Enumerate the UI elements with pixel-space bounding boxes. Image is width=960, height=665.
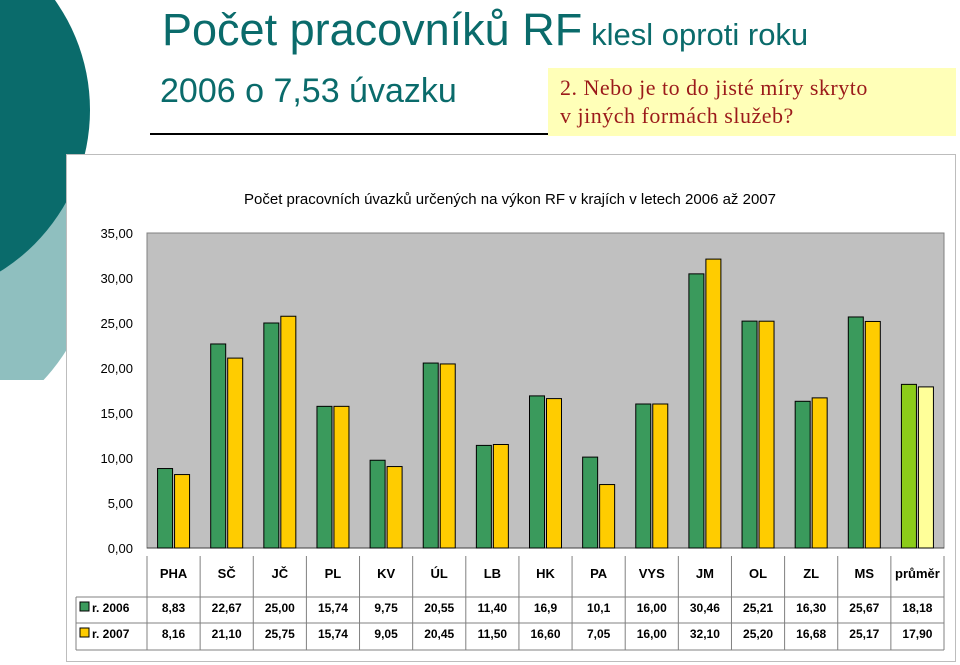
x-tick-label: LB bbox=[484, 566, 501, 581]
data-label: 25,75 bbox=[265, 627, 295, 641]
page-title-main: Počet pracovníků RF bbox=[162, 4, 583, 55]
question-note-line2: v jiných formách služeb? bbox=[560, 103, 794, 128]
data-label: 9,75 bbox=[374, 601, 398, 615]
y-tick-label: 35,00 bbox=[100, 226, 133, 241]
page-title-line2: 2006 o 7,53 úvazku bbox=[160, 72, 457, 110]
bar-2006 bbox=[847, 316, 864, 549]
legend-label: r. 2006 bbox=[92, 601, 130, 615]
data-label: 10,1 bbox=[587, 601, 611, 615]
x-tick-label: průměr bbox=[895, 566, 940, 581]
data-label: 22,67 bbox=[212, 601, 242, 615]
data-label: 25,20 bbox=[743, 627, 773, 641]
y-tick-label: 20,00 bbox=[100, 361, 133, 376]
bar-2007 bbox=[227, 357, 244, 549]
chart-title: Počet pracovních úvazků určených na výko… bbox=[244, 191, 776, 208]
bar-2006 bbox=[900, 383, 917, 549]
bar-2006 bbox=[316, 405, 333, 549]
bar-2007 bbox=[811, 397, 828, 549]
data-label: 32,10 bbox=[690, 627, 720, 641]
question-note-line1: 2. Nebo je to do jisté míry skryto bbox=[560, 75, 868, 100]
data-label: 9,05 bbox=[374, 627, 398, 641]
bar-2007 bbox=[280, 315, 297, 549]
bar-2007 bbox=[705, 258, 722, 549]
bar-2007 bbox=[386, 466, 403, 549]
legend-swatch-2006 bbox=[79, 601, 90, 612]
x-tick-label: KV bbox=[377, 566, 395, 581]
y-tick-label: 15,00 bbox=[100, 406, 133, 421]
bar-2007 bbox=[917, 386, 934, 549]
y-tick-label: 5,00 bbox=[108, 496, 133, 511]
data-label: 7,05 bbox=[587, 627, 611, 641]
data-label: 15,74 bbox=[318, 601, 348, 615]
data-label: 16,30 bbox=[796, 601, 826, 615]
data-label: 16,9 bbox=[534, 601, 558, 615]
data-label: 18,18 bbox=[902, 601, 932, 615]
x-tick-label: JM bbox=[696, 566, 714, 581]
x-tick-label: JČ bbox=[272, 566, 289, 581]
bar-2006 bbox=[157, 468, 174, 549]
data-label: 20,55 bbox=[424, 601, 454, 615]
question-note: 2. Nebo je to do jisté míry skryto v jin… bbox=[548, 68, 956, 136]
data-label: 15,74 bbox=[318, 627, 348, 641]
bar-2006 bbox=[422, 362, 439, 549]
data-label: 16,00 bbox=[637, 601, 667, 615]
data-label: 16,00 bbox=[637, 627, 667, 641]
bar-2007 bbox=[174, 474, 191, 549]
legend-swatch-2007 bbox=[79, 627, 90, 638]
x-tick-label: MS bbox=[855, 566, 875, 581]
bar-2006 bbox=[635, 403, 652, 549]
x-tick-label: HK bbox=[536, 566, 555, 581]
data-label: 25,67 bbox=[849, 601, 879, 615]
bar-2006 bbox=[475, 444, 492, 549]
bar-2006 bbox=[688, 273, 705, 549]
bar-2007 bbox=[758, 320, 775, 549]
title-underline bbox=[150, 133, 710, 135]
bar-2007 bbox=[546, 398, 562, 549]
x-tick-label: OL bbox=[749, 566, 767, 581]
bar-2006 bbox=[369, 459, 386, 549]
data-label: 20,45 bbox=[424, 627, 454, 641]
x-tick-label: VYS bbox=[639, 566, 665, 581]
y-tick-label: 0,00 bbox=[108, 541, 133, 556]
data-label: 25,00 bbox=[265, 601, 295, 615]
data-label: 17,90 bbox=[902, 627, 932, 641]
data-label: 16,68 bbox=[796, 627, 826, 641]
bar-2007 bbox=[864, 320, 881, 549]
bar-2007 bbox=[492, 444, 509, 549]
y-tick-label: 10,00 bbox=[100, 451, 133, 466]
data-label: 25,17 bbox=[849, 627, 879, 641]
data-label: 8,16 bbox=[162, 627, 186, 641]
page-title: Počet pracovníků RF klesl oproti roku bbox=[162, 4, 808, 56]
data-label: 16,60 bbox=[530, 627, 560, 641]
data-label: 8,83 bbox=[162, 601, 186, 615]
data-label: 25,21 bbox=[743, 601, 773, 615]
page-title-suffix: klesl oproti roku bbox=[591, 17, 809, 52]
bar-2006 bbox=[529, 395, 545, 549]
y-tick-label: 25,00 bbox=[100, 316, 133, 331]
data-label: 11,50 bbox=[478, 627, 508, 641]
bar-2007 bbox=[333, 405, 350, 549]
x-tick-label: ZL bbox=[803, 566, 819, 581]
bar-2007 bbox=[599, 484, 616, 549]
data-label: 11,40 bbox=[478, 601, 508, 615]
x-tick-label: PHA bbox=[160, 566, 188, 581]
bar-2006 bbox=[210, 343, 227, 549]
x-tick-label: ÚL bbox=[431, 566, 448, 581]
bar-2006 bbox=[741, 320, 758, 549]
x-tick-label: PL bbox=[325, 566, 342, 581]
x-tick-label: SČ bbox=[218, 566, 237, 581]
bar-2006 bbox=[263, 322, 280, 549]
bar-2006 bbox=[794, 400, 811, 549]
data-label: 30,46 bbox=[690, 601, 720, 615]
y-tick-label: 30,00 bbox=[100, 271, 133, 286]
x-tick-label: PA bbox=[590, 566, 608, 581]
data-label: 21,10 bbox=[212, 627, 242, 641]
bar-2007 bbox=[439, 363, 456, 549]
bar-2006 bbox=[582, 456, 599, 549]
legend-label: r. 2007 bbox=[92, 627, 130, 641]
bar-2007 bbox=[652, 403, 669, 549]
